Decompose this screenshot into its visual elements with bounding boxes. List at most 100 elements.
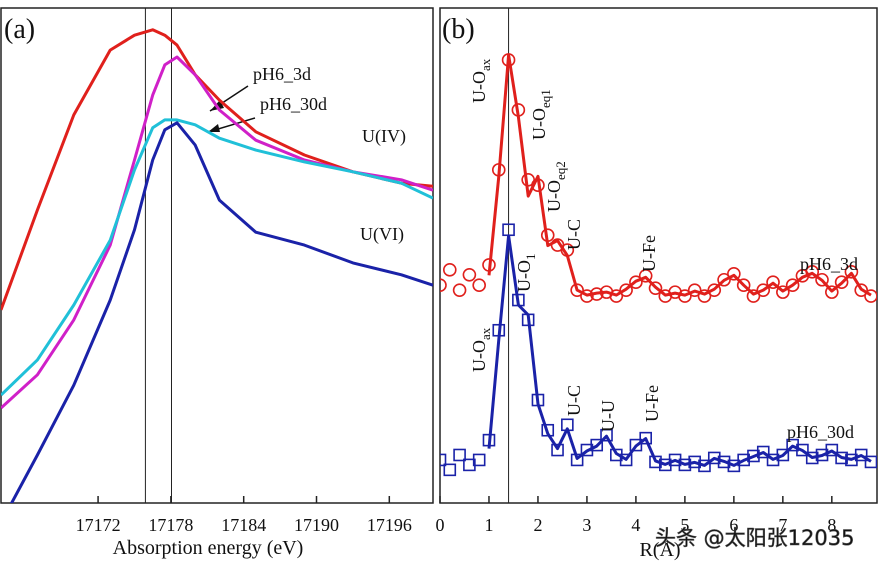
peak-annotation: U-C bbox=[564, 219, 584, 250]
x-tick-label: 4 bbox=[631, 515, 640, 535]
annotation-text: U-C bbox=[564, 219, 584, 250]
annotation-subscript: 1 bbox=[523, 254, 538, 261]
data-point bbox=[688, 455, 701, 469]
data-point bbox=[472, 453, 486, 467]
series-label: U(VI) bbox=[360, 224, 404, 245]
annotation-subscript: ax bbox=[478, 327, 493, 340]
series-line bbox=[1, 28, 433, 311]
data-point bbox=[717, 272, 731, 287]
x-axis-label: R(Å) bbox=[639, 539, 680, 561]
plot-area bbox=[1, 28, 433, 503]
x-axis-label: Absorption energy (eV) bbox=[113, 537, 304, 559]
series-label: pH6_3d bbox=[800, 254, 858, 274]
peak-annotation: U-U bbox=[598, 400, 618, 432]
peak-annotation: U-Fe bbox=[642, 385, 662, 422]
data-point bbox=[825, 285, 839, 299]
data-point bbox=[629, 438, 643, 452]
x-tick-label: 17178 bbox=[148, 515, 193, 535]
x-tick-label: 17184 bbox=[221, 515, 266, 535]
data-point bbox=[747, 449, 760, 463]
fit-line bbox=[487, 53, 872, 297]
peak-annotation: U-Oeq1 bbox=[529, 89, 553, 140]
data-point bbox=[678, 458, 692, 472]
x-tick-label: 0 bbox=[436, 515, 445, 535]
frame-a bbox=[0, 7, 434, 504]
peak-annotation: U-Oax bbox=[469, 58, 493, 103]
data-point bbox=[580, 289, 594, 303]
data-point bbox=[442, 263, 457, 277]
annotation-text: U-Fe bbox=[642, 385, 662, 422]
watermark: 头条 @太阳张12035 bbox=[655, 526, 854, 550]
data-point bbox=[707, 283, 722, 297]
fit-line bbox=[487, 234, 872, 467]
data-point bbox=[619, 283, 633, 297]
data-point bbox=[687, 283, 702, 297]
annotation-text: U-O bbox=[544, 180, 564, 212]
data-point bbox=[590, 438, 604, 452]
x-tick-label: 8 bbox=[827, 515, 836, 535]
data-point bbox=[805, 265, 820, 279]
data-point bbox=[638, 268, 653, 283]
data-point bbox=[452, 283, 467, 297]
x-tick-label: 2 bbox=[533, 515, 542, 535]
data-point bbox=[472, 278, 486, 293]
annotation-subscript: ax bbox=[478, 58, 493, 71]
annotation-subscript: eq2 bbox=[553, 161, 568, 180]
data-point bbox=[717, 455, 731, 469]
data-point bbox=[619, 453, 633, 467]
annotation-text: U-O bbox=[529, 108, 549, 140]
data-point bbox=[462, 268, 477, 282]
peak-annotation: U-C bbox=[564, 385, 584, 416]
data-point bbox=[440, 453, 447, 467]
data-point bbox=[698, 459, 711, 473]
plot-area bbox=[440, 53, 877, 477]
annotation-text: U-O bbox=[469, 71, 489, 103]
x-tick-label: 7 bbox=[778, 515, 787, 535]
series-line bbox=[9, 121, 433, 503]
data-point bbox=[609, 289, 624, 303]
data-point bbox=[639, 431, 653, 445]
arrow-head bbox=[208, 124, 220, 132]
data-point bbox=[629, 275, 643, 290]
x-tick-label: 17172 bbox=[76, 515, 121, 535]
data-point bbox=[796, 443, 809, 457]
data-point bbox=[737, 453, 750, 467]
series-label: pH6_3d bbox=[253, 64, 311, 84]
data-point bbox=[756, 445, 770, 459]
data-point bbox=[776, 285, 790, 299]
data-point bbox=[697, 289, 712, 303]
data-point bbox=[864, 289, 877, 303]
data-point bbox=[551, 443, 564, 457]
panel-label: (a) bbox=[4, 14, 35, 45]
peak-annotation: U-Fe bbox=[639, 235, 659, 272]
data-point bbox=[825, 443, 839, 457]
series-label: pH6_30d bbox=[260, 94, 327, 114]
data-point bbox=[453, 448, 466, 462]
annotation-text: U-O bbox=[469, 340, 489, 372]
data-point bbox=[756, 283, 771, 297]
data-point bbox=[854, 448, 868, 462]
data-point bbox=[854, 283, 869, 297]
annotation-text: U-Fe bbox=[639, 235, 659, 272]
data-point bbox=[864, 455, 877, 469]
frame-b bbox=[439, 7, 878, 504]
x-tick-label: 3 bbox=[582, 515, 591, 535]
data-point bbox=[736, 278, 751, 293]
data-point bbox=[776, 448, 790, 462]
data-point bbox=[834, 275, 849, 290]
annotation-text: U-C bbox=[564, 385, 584, 416]
x-tick-label: 6 bbox=[729, 515, 738, 535]
data-point bbox=[648, 281, 663, 295]
x-tick-label: 17190 bbox=[294, 515, 339, 535]
annotation-text: U-U bbox=[598, 400, 618, 432]
data-point bbox=[805, 451, 819, 465]
data-point bbox=[440, 278, 447, 292]
data-point bbox=[600, 428, 613, 442]
data-point bbox=[443, 463, 457, 477]
data-point bbox=[844, 265, 859, 279]
annotation-text: U-O bbox=[514, 260, 534, 292]
data-point bbox=[746, 289, 761, 303]
x-tick-label: 1 bbox=[484, 515, 493, 535]
data-point bbox=[727, 267, 741, 281]
